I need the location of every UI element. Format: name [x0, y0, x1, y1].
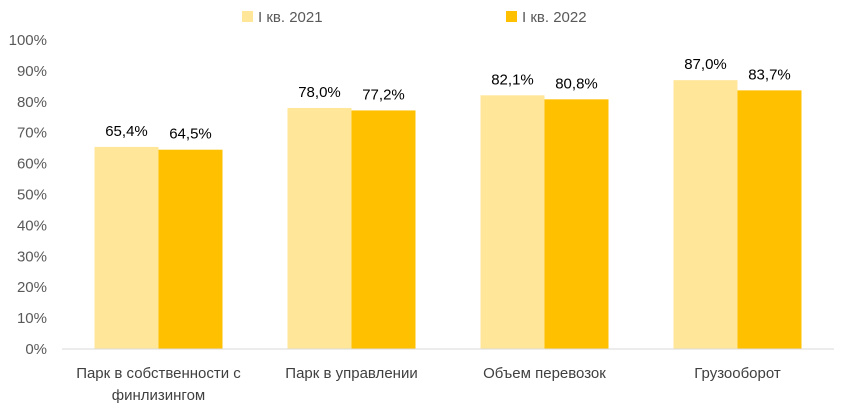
y-tick-label: 80% — [17, 94, 47, 111]
bar-series2-0 — [158, 149, 223, 349]
legend: I кв. 2021 I кв. 2022 — [242, 9, 587, 26]
legend-swatch — [242, 11, 253, 22]
data-label: 82,1% — [491, 71, 534, 88]
y-tick-label: 40% — [17, 217, 47, 234]
y-tick-label: 90% — [17, 63, 47, 80]
y-tick-label: 100% — [9, 32, 47, 49]
y-tick-label: 10% — [17, 310, 47, 327]
y-tick-label: 20% — [17, 279, 47, 296]
x-category-label: Парк в собственности с — [76, 365, 241, 382]
data-label: 77,2% — [362, 86, 405, 103]
y-axis: 0% 10% 20% 30% 40% 50% 60% 70% 80% 90% 100% — [9, 32, 47, 358]
y-tick-label: 70% — [17, 125, 47, 142]
data-label: 64,5% — [169, 126, 212, 143]
data-label: 78,0% — [298, 84, 341, 101]
x-category-label: Объем перевозок — [483, 365, 606, 382]
bar-series1-3 — [673, 80, 738, 350]
x-category-label: финлизингом — [112, 387, 205, 404]
bar-series1-2 — [480, 95, 545, 349]
legend-label: I кв. 2022 — [522, 9, 587, 26]
bars — [94, 80, 802, 350]
bar-series1-0 — [94, 146, 159, 349]
x-axis-labels: Парк в собственности с финлизингом Парк в … — [76, 365, 781, 404]
data-label: 80,8% — [555, 75, 598, 92]
y-tick-label: 60% — [17, 156, 47, 173]
bar-series2-2 — [544, 99, 609, 349]
bar-series2-3 — [737, 90, 802, 349]
y-tick-label: 0% — [25, 341, 47, 358]
y-tick-label: 30% — [17, 248, 47, 265]
data-labels: 65,4% 64,5% 78,0% 77,2% 82,1% 80,8% 87,0% 83,7% — [105, 56, 791, 143]
legend-swatch — [506, 11, 517, 22]
x-category-label: Парк в управлении — [285, 365, 417, 382]
y-tick-label: 50% — [17, 187, 47, 204]
data-label: 87,0% — [684, 56, 727, 73]
data-label: 65,4% — [105, 123, 148, 140]
bar-series2-1 — [351, 110, 416, 350]
legend-label: I кв. 2021 — [258, 9, 323, 26]
data-label: 83,7% — [748, 66, 791, 83]
x-category-label: Грузооборот — [694, 365, 781, 382]
bar-series1-1 — [287, 107, 352, 349]
